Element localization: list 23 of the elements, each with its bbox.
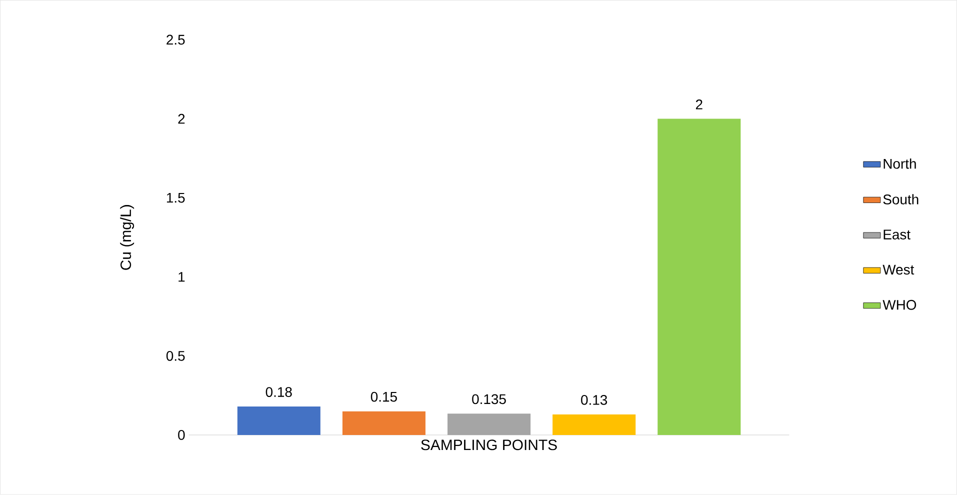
legend-label: South xyxy=(883,194,918,205)
y-tick-label: 0 xyxy=(178,430,185,440)
data-label: 0.18 xyxy=(266,387,292,398)
y-tick-label: 1.5 xyxy=(166,193,185,203)
bar xyxy=(658,118,741,436)
y-tick-label: 2 xyxy=(178,114,185,124)
data-label: 2 xyxy=(696,100,702,110)
data-label: 0.135 xyxy=(472,394,506,404)
legend-label: East xyxy=(884,230,910,240)
legend-label: WHO xyxy=(882,300,916,310)
y-axis-title: Cu (mg/L) xyxy=(120,205,134,270)
y-tick-label: 2.5 xyxy=(166,34,185,45)
legend-label: North xyxy=(884,158,916,169)
bar xyxy=(342,411,426,436)
data-label: 0.13 xyxy=(581,395,608,406)
bar xyxy=(552,414,636,436)
y-tick-label: 1 xyxy=(178,272,185,282)
y-tick-label: 0.5 xyxy=(166,351,185,361)
bar xyxy=(237,406,320,436)
x-axis-title: SAMPLING POINTS xyxy=(421,440,557,450)
legend-label: West xyxy=(882,264,914,275)
bar xyxy=(447,414,531,436)
data-label: 0.15 xyxy=(370,392,397,402)
